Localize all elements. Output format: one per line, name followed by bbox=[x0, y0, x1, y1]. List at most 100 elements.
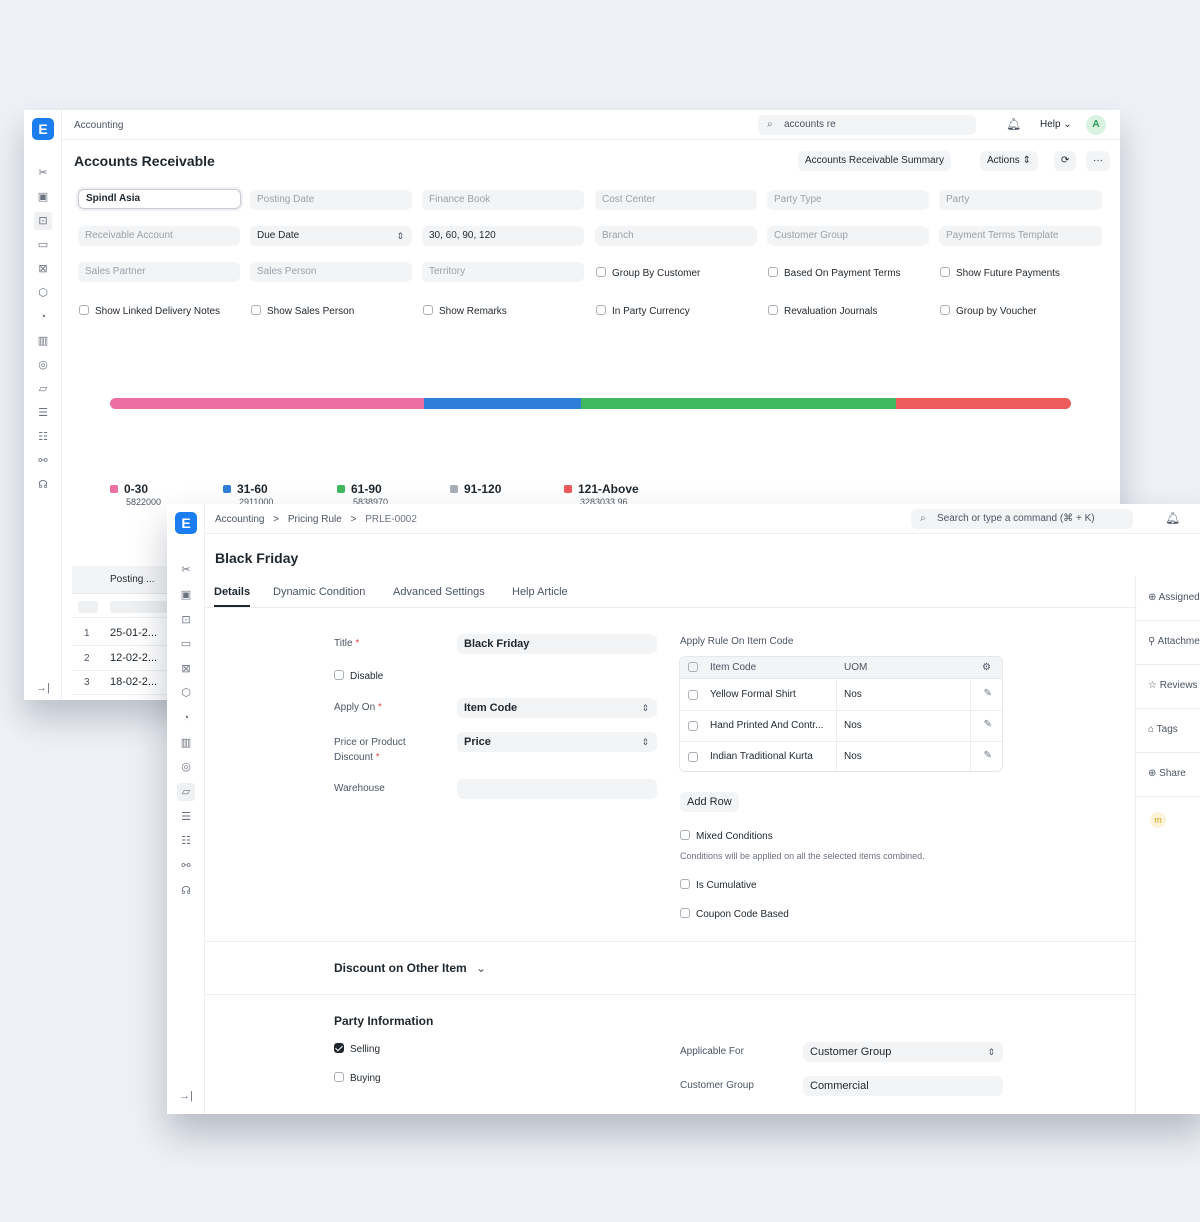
row-checkbox[interactable] bbox=[688, 752, 698, 762]
table-row[interactable]: Hand Printed And Contr... Nos ✎ bbox=[680, 711, 1002, 742]
collapse-sidebar-icon[interactable]: →| bbox=[36, 682, 50, 694]
tools-icon[interactable]: ✂ bbox=[181, 564, 191, 576]
help-menu[interactable]: Help ⌄ bbox=[1040, 119, 1072, 130]
filter-cell[interactable] bbox=[78, 601, 98, 613]
group-by-customer-checkbox[interactable]: Group By Customer bbox=[596, 267, 700, 279]
row-item-code[interactable]: Yellow Formal Shirt bbox=[710, 689, 796, 700]
checkbox-box[interactable] bbox=[79, 305, 89, 315]
link-icon[interactable]: ⚯ bbox=[181, 860, 191, 872]
tags-item[interactable]: ⌂ Tags bbox=[1148, 724, 1178, 735]
tools-icon[interactable]: ✂ bbox=[38, 167, 48, 179]
disable-checkbox[interactable]: Disable bbox=[334, 670, 383, 682]
checkbox-box[interactable] bbox=[680, 879, 690, 889]
coupon-code-based-checkbox[interactable]: Coupon Code Based bbox=[680, 908, 789, 920]
table-row[interactable]: 2 12-02-2... bbox=[72, 647, 172, 671]
payment-terms-template-filter[interactable]: Payment Terms Template bbox=[939, 226, 1102, 246]
posting-date-filter[interactable]: Posting Date bbox=[250, 190, 412, 210]
warehouse-input[interactable] bbox=[457, 779, 657, 799]
discount-on-other-item-section[interactable]: Discount on Other Item ⌄ bbox=[334, 961, 486, 975]
show-sales-person-checkbox[interactable]: Show Sales Person bbox=[251, 305, 354, 317]
inbox-icon[interactable]: ⊠ bbox=[181, 663, 191, 675]
pie-icon[interactable]: ◔ bbox=[182, 712, 190, 724]
bar-segment-61-90[interactable] bbox=[580, 398, 897, 409]
notification-bell-icon[interactable]: 🔔︎ bbox=[1165, 511, 1181, 525]
table-row[interactable]: Indian Traditional Kurta Nos ✎ bbox=[680, 742, 1002, 771]
territory-filter[interactable]: Territory bbox=[422, 262, 584, 282]
accounting-icon[interactable]: ⊡ bbox=[181, 614, 191, 626]
building-icon[interactable]: ▥ bbox=[37, 335, 49, 347]
row-item-code[interactable]: Hand Printed And Contr... bbox=[710, 720, 824, 731]
customer-group-input[interactable]: Commercial bbox=[803, 1076, 1003, 1096]
title-input[interactable]: Black Friday bbox=[457, 634, 657, 654]
edit-pencil-icon[interactable]: ✎ bbox=[983, 688, 992, 699]
row-checkbox[interactable] bbox=[688, 690, 698, 700]
checkbox-box[interactable] bbox=[596, 267, 606, 277]
table-row[interactable]: 3 18-02-2... bbox=[72, 671, 172, 695]
revaluation-journals-checkbox[interactable]: Revaluation Journals bbox=[768, 305, 877, 317]
checkbox-box[interactable] bbox=[334, 1043, 344, 1053]
row-uom[interactable]: Nos bbox=[844, 720, 862, 731]
share-item[interactable]: ⊕ Share bbox=[1148, 768, 1186, 779]
buying-checkbox[interactable]: Buying bbox=[334, 1072, 381, 1084]
party-type-filter[interactable]: Party Type bbox=[767, 190, 929, 210]
chevron-down-icon[interactable]: ⌄ bbox=[476, 961, 487, 975]
edit-pencil-icon[interactable]: ✎ bbox=[983, 750, 992, 761]
applicable-for-select[interactable]: Customer Group ⇕ bbox=[803, 1042, 1003, 1062]
table-row[interactable]: 1 25-01-2... bbox=[72, 622, 172, 646]
checkbox-box[interactable] bbox=[680, 830, 690, 840]
headset-icon[interactable]: ☊ bbox=[38, 479, 48, 491]
breadcrumb-pricing-rule[interactable]: Pricing Rule bbox=[287, 514, 342, 525]
checkbox-box[interactable] bbox=[680, 908, 690, 918]
checkbox-box[interactable] bbox=[334, 670, 344, 680]
party-filter[interactable]: Party bbox=[939, 190, 1102, 210]
checkbox-box[interactable] bbox=[940, 305, 950, 315]
shared-user-avatar[interactable]: m bbox=[1150, 812, 1166, 828]
row-uom[interactable]: Nos bbox=[844, 689, 862, 700]
folder-icon[interactable]: ▱ bbox=[38, 383, 48, 395]
headset-icon[interactable]: ☊ bbox=[181, 885, 191, 897]
database-icon[interactable]: ☷ bbox=[181, 835, 191, 847]
package-icon[interactable]: ⬡ bbox=[38, 287, 48, 299]
edit-pencil-icon[interactable]: ✎ bbox=[983, 719, 992, 730]
row-item-code[interactable]: Indian Traditional Kurta bbox=[710, 751, 813, 762]
checkbox-box[interactable] bbox=[423, 305, 433, 315]
is-cumulative-checkbox[interactable]: Is Cumulative bbox=[680, 879, 757, 891]
filter-cell[interactable] bbox=[110, 601, 168, 613]
bar-segment-31-60[interactable] bbox=[424, 398, 581, 409]
cost-center-filter[interactable]: Cost Center bbox=[595, 190, 757, 210]
checkbox-box[interactable] bbox=[768, 267, 778, 277]
cash-icon[interactable]: ▣ bbox=[180, 589, 192, 601]
erpnext-logo[interactable]: E bbox=[32, 118, 54, 140]
select-all-checkbox[interactable] bbox=[688, 662, 698, 672]
show-linked-delivery-notes-checkbox[interactable]: Show Linked Delivery Notes bbox=[79, 305, 220, 317]
tab-help-article[interactable]: Help Article bbox=[512, 586, 568, 598]
in-party-currency-checkbox[interactable]: In Party Currency bbox=[596, 305, 690, 317]
sales-person-filter[interactable]: Sales Person bbox=[250, 262, 412, 282]
card-icon[interactable]: ▭ bbox=[180, 638, 192, 650]
pie-icon[interactable]: ◔ bbox=[39, 311, 47, 323]
ageing-range-filter[interactable]: 30, 60, 90, 120 bbox=[422, 226, 584, 246]
reviews-item[interactable]: ☆ Reviews bbox=[1148, 680, 1198, 691]
server-icon[interactable]: ☰ bbox=[38, 407, 48, 419]
package-icon[interactable]: ⬡ bbox=[181, 687, 191, 699]
selling-icon[interactable]: ▱ bbox=[177, 783, 195, 801]
link-icon[interactable]: ⚯ bbox=[38, 455, 48, 467]
row-checkbox[interactable] bbox=[688, 721, 698, 731]
breadcrumb[interactable]: Accounting bbox=[74, 120, 124, 131]
bar-segment-121-above[interactable] bbox=[896, 398, 1071, 409]
assigned-to-item[interactable]: ⊕ Assigned To bbox=[1148, 592, 1200, 603]
show-future-payments-checkbox[interactable]: Show Future Payments bbox=[940, 267, 1060, 279]
tab-details[interactable]: Details bbox=[214, 586, 251, 598]
mixed-conditions-checkbox[interactable]: Mixed Conditions bbox=[680, 830, 773, 842]
building-icon[interactable]: ▥ bbox=[180, 737, 192, 749]
database-icon[interactable]: ☷ bbox=[38, 431, 48, 443]
tab-advanced-settings[interactable]: Advanced Settings bbox=[393, 586, 485, 598]
price-or-discount-select[interactable]: Price ⇕ bbox=[457, 732, 657, 752]
checkbox-box[interactable] bbox=[940, 267, 950, 277]
attachments-item[interactable]: ⚲ Attachments bbox=[1148, 636, 1200, 647]
tab-dynamic-condition[interactable]: Dynamic Condition bbox=[273, 586, 366, 598]
collapse-sidebar-icon[interactable]: →| bbox=[179, 1090, 193, 1102]
cash-icon[interactable]: ▣ bbox=[37, 191, 49, 203]
grid-header-posting-date[interactable]: Posting ... bbox=[72, 566, 172, 594]
add-row-button[interactable]: Add Row bbox=[680, 792, 739, 812]
